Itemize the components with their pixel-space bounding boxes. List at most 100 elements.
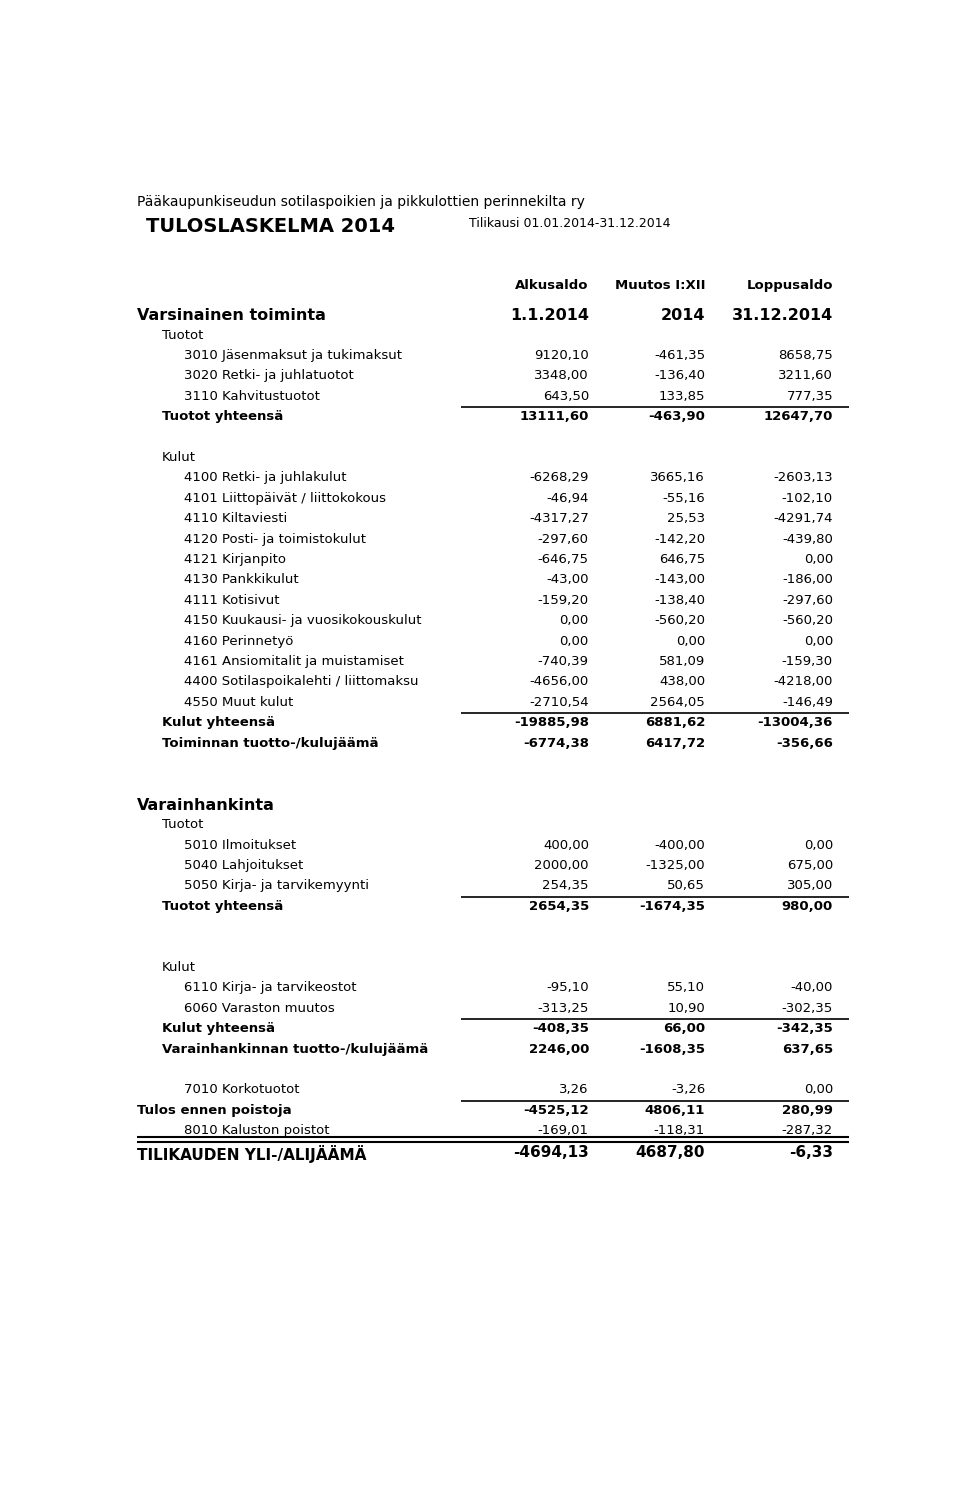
- Text: -13004,36: -13004,36: [757, 716, 833, 729]
- Text: -118,31: -118,31: [654, 1124, 706, 1138]
- Text: 646,75: 646,75: [659, 553, 706, 567]
- Text: -463,90: -463,90: [648, 410, 706, 423]
- Text: 8658,75: 8658,75: [779, 350, 833, 362]
- Text: 13111,60: 13111,60: [519, 410, 588, 423]
- Text: 438,00: 438,00: [659, 675, 706, 689]
- Text: 4550 Muut kulut: 4550 Muut kulut: [183, 696, 293, 708]
- Text: 2246,00: 2246,00: [529, 1043, 588, 1056]
- Text: 3348,00: 3348,00: [535, 369, 588, 383]
- Text: Pääkaupunkiseudun sotilaspoikien ja pikkulottien perinnekilta ry: Pääkaupunkiseudun sotilaspoikien ja pikk…: [137, 194, 585, 208]
- Text: -146,49: -146,49: [782, 696, 833, 708]
- Text: 4806,11: 4806,11: [645, 1105, 706, 1117]
- Text: 31.12.2014: 31.12.2014: [732, 307, 833, 322]
- Text: Tuotot: Tuotot: [162, 329, 204, 342]
- Text: -6774,38: -6774,38: [523, 737, 588, 749]
- Text: 133,85: 133,85: [659, 390, 706, 402]
- Text: 637,65: 637,65: [781, 1043, 833, 1056]
- Text: -169,01: -169,01: [538, 1124, 588, 1138]
- Text: -159,20: -159,20: [538, 594, 588, 607]
- Text: 3010 Jäsenmaksut ja tukimaksut: 3010 Jäsenmaksut ja tukimaksut: [183, 350, 401, 362]
- Text: Loppusaldo: Loppusaldo: [747, 279, 833, 292]
- Text: -439,80: -439,80: [782, 532, 833, 546]
- Text: -55,16: -55,16: [662, 491, 706, 505]
- Text: -560,20: -560,20: [782, 615, 833, 627]
- Text: 4120 Posti- ja toimistokulut: 4120 Posti- ja toimistokulut: [183, 532, 366, 546]
- Text: 305,00: 305,00: [787, 880, 833, 892]
- Text: 4101 Liittopäivät / liittokokous: 4101 Liittopäivät / liittokokous: [183, 491, 386, 505]
- Text: 2564,05: 2564,05: [650, 696, 706, 708]
- Text: Alkusaldo: Alkusaldo: [516, 279, 588, 292]
- Text: 4100 Retki- ja juhlakulut: 4100 Retki- ja juhlakulut: [183, 472, 346, 484]
- Text: 50,65: 50,65: [667, 880, 706, 892]
- Text: 0,00: 0,00: [804, 553, 833, 567]
- Text: 980,00: 980,00: [781, 900, 833, 913]
- Text: -1325,00: -1325,00: [645, 859, 706, 873]
- Text: 4160 Perinnetyö: 4160 Perinnetyö: [183, 634, 293, 648]
- Text: Tulos ennen poistoja: Tulos ennen poistoja: [137, 1105, 292, 1117]
- Text: 0,00: 0,00: [804, 1084, 833, 1097]
- Text: 66,00: 66,00: [663, 1022, 706, 1035]
- Text: 6881,62: 6881,62: [645, 716, 706, 729]
- Text: -142,20: -142,20: [654, 532, 706, 546]
- Text: -408,35: -408,35: [532, 1022, 588, 1035]
- Text: 5040 Lahjoitukset: 5040 Lahjoitukset: [183, 859, 302, 873]
- Text: Toiminnan tuotto-/kulujäämä: Toiminnan tuotto-/kulujäämä: [162, 737, 378, 749]
- Text: -3,26: -3,26: [671, 1084, 706, 1097]
- Text: 3020 Retki- ja juhlatuotot: 3020 Retki- ja juhlatuotot: [183, 369, 353, 383]
- Text: 2014: 2014: [660, 307, 706, 322]
- Text: 400,00: 400,00: [542, 838, 588, 851]
- Text: -646,75: -646,75: [538, 553, 588, 567]
- Text: 4110 Kiltaviesti: 4110 Kiltaviesti: [183, 512, 287, 524]
- Text: 55,10: 55,10: [667, 981, 706, 995]
- Text: -4317,27: -4317,27: [529, 512, 588, 524]
- Text: -2603,13: -2603,13: [774, 472, 833, 484]
- Text: 4121 Kirjanpito: 4121 Kirjanpito: [183, 553, 285, 567]
- Text: -461,35: -461,35: [654, 350, 706, 362]
- Text: -1674,35: -1674,35: [639, 900, 706, 913]
- Text: 7010 Korkotuotot: 7010 Korkotuotot: [183, 1084, 300, 1097]
- Text: -95,10: -95,10: [546, 981, 588, 995]
- Text: 777,35: 777,35: [786, 390, 833, 402]
- Text: Varsinainen toiminta: Varsinainen toiminta: [137, 307, 326, 322]
- Text: -4694,13: -4694,13: [514, 1145, 588, 1160]
- Text: 675,00: 675,00: [787, 859, 833, 873]
- Text: Muutos I:XII: Muutos I:XII: [614, 279, 706, 292]
- Text: -4656,00: -4656,00: [530, 675, 588, 689]
- Text: -43,00: -43,00: [546, 573, 588, 586]
- Text: 581,09: 581,09: [659, 656, 706, 668]
- Text: 0,00: 0,00: [676, 634, 706, 648]
- Text: -2710,54: -2710,54: [529, 696, 588, 708]
- Text: 0,00: 0,00: [804, 838, 833, 851]
- Text: -313,25: -313,25: [538, 1002, 588, 1014]
- Text: TULOSLASKELMA 2014: TULOSLASKELMA 2014: [146, 217, 396, 237]
- Text: 9120,10: 9120,10: [534, 350, 588, 362]
- Text: -4291,74: -4291,74: [774, 512, 833, 524]
- Text: -40,00: -40,00: [791, 981, 833, 995]
- Text: 25,53: 25,53: [667, 512, 706, 524]
- Text: -159,30: -159,30: [781, 656, 833, 668]
- Text: Tuotot yhteensä: Tuotot yhteensä: [162, 410, 283, 423]
- Text: 280,99: 280,99: [782, 1105, 833, 1117]
- Text: 6417,72: 6417,72: [645, 737, 706, 749]
- Text: 10,90: 10,90: [667, 1002, 706, 1014]
- Text: 2654,35: 2654,35: [529, 900, 588, 913]
- Text: 4687,80: 4687,80: [636, 1145, 706, 1160]
- Text: 3211,60: 3211,60: [779, 369, 833, 383]
- Text: Varainhankinta: Varainhankinta: [137, 797, 275, 812]
- Text: -102,10: -102,10: [781, 491, 833, 505]
- Text: 1.1.2014: 1.1.2014: [510, 307, 588, 322]
- Text: -302,35: -302,35: [781, 1002, 833, 1014]
- Text: 12647,70: 12647,70: [763, 410, 833, 423]
- Text: -297,60: -297,60: [782, 594, 833, 607]
- Text: 6060 Varaston muutos: 6060 Varaston muutos: [183, 1002, 334, 1014]
- Text: -4525,12: -4525,12: [523, 1105, 588, 1117]
- Text: 4130 Pankkikulut: 4130 Pankkikulut: [183, 573, 299, 586]
- Text: 6110 Kirja- ja tarvikeostot: 6110 Kirja- ja tarvikeostot: [183, 981, 356, 995]
- Text: 5010 Ilmoitukset: 5010 Ilmoitukset: [183, 838, 296, 851]
- Text: -4218,00: -4218,00: [774, 675, 833, 689]
- Text: Kulut yhteensä: Kulut yhteensä: [162, 1022, 275, 1035]
- Text: Tilikausi 01.01.2014-31.12.2014: Tilikausi 01.01.2014-31.12.2014: [468, 217, 670, 231]
- Text: -560,20: -560,20: [654, 615, 706, 627]
- Text: 4150 Kuukausi- ja vuosikokouskulut: 4150 Kuukausi- ja vuosikokouskulut: [183, 615, 421, 627]
- Text: Tuotot: Tuotot: [162, 818, 204, 832]
